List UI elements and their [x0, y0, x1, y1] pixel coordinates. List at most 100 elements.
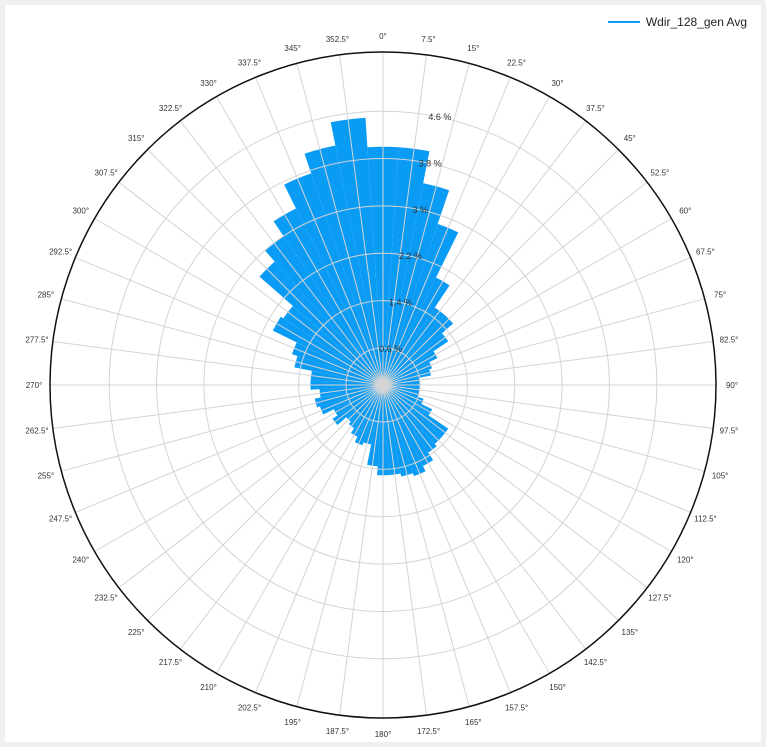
- angle-label: 165°: [465, 718, 482, 727]
- legend-label: Wdir_128_gen Avg: [645, 15, 747, 29]
- angle-label: 180°: [375, 730, 392, 739]
- angle-label: 112.5°: [694, 515, 717, 524]
- grid-spoke: [382, 298, 705, 386]
- angle-label: 255°: [38, 471, 55, 480]
- grid-spoke: [118, 181, 384, 386]
- outer-boundary: [49, 51, 717, 719]
- grid-spoke: [382, 149, 619, 386]
- angle-label: 210°: [200, 683, 217, 692]
- radial-tick-label: 3.8 %: [419, 159, 442, 169]
- sector-bar-352.5: [330, 117, 381, 349]
- angle-label: 45°: [624, 134, 636, 143]
- grid-spoke: [382, 384, 691, 513]
- angle-label: 240°: [72, 556, 89, 565]
- angle-label: 262.5°: [25, 427, 48, 436]
- angle-label: 247.5°: [49, 515, 72, 524]
- grid-spoke: [382, 96, 550, 386]
- angle-label: 300°: [72, 207, 89, 216]
- grid-spoke: [147, 384, 384, 621]
- grid-spoke: [296, 384, 384, 707]
- angle-label: 120°: [677, 556, 694, 565]
- grid-spoke: [382, 257, 691, 386]
- sector-bar-195: [363, 420, 376, 445]
- angle-label: 0°: [379, 32, 387, 41]
- angle-label: 157.5°: [505, 703, 528, 712]
- sector-bar-277.5: [310, 370, 347, 383]
- grid-spoke: [339, 384, 384, 716]
- grid-spoke: [339, 54, 384, 386]
- grid-spoke: [382, 384, 550, 674]
- legend: Wdir_128_gen Avg: [607, 15, 747, 29]
- radial-tick-label: 3 %: [412, 205, 428, 215]
- angle-label: 315°: [128, 134, 145, 143]
- angle-label: 30°: [551, 79, 563, 88]
- grid-spoke: [382, 218, 672, 386]
- grid-spoke: [179, 120, 384, 386]
- grid-spoke: [382, 181, 648, 386]
- grid-spoke: [255, 384, 384, 693]
- angle-label: 232.5°: [95, 593, 118, 602]
- sector-bar-22.5: [394, 223, 459, 352]
- legend-line-swatch: [607, 21, 640, 23]
- angle-label: 150°: [549, 683, 566, 692]
- angle-label: 352.5°: [326, 35, 349, 44]
- angle-label: 7.5°: [421, 35, 435, 44]
- grid-spoke: [382, 384, 470, 707]
- grid-spoke: [382, 384, 511, 693]
- angle-label: 270°: [26, 381, 43, 390]
- grid-spoke: [255, 77, 384, 386]
- grid-spoke: [382, 63, 470, 386]
- grid-spoke: [382, 384, 619, 621]
- angle-label: 60°: [679, 207, 691, 216]
- grid-spoke: [382, 384, 672, 552]
- angle-label: 90°: [726, 381, 738, 390]
- grid-spoke: [61, 384, 384, 472]
- grid-spoke: [94, 218, 384, 386]
- sector-bar-330: [273, 208, 367, 355]
- chart-frame: Wdir_128_gen Avg 0° 7.5° 15° 22.5° 30° 37.5° 4…: [5, 5, 761, 742]
- angle-label: 15°: [467, 44, 479, 53]
- grid-spoke: [75, 384, 384, 513]
- grid-spoke: [179, 384, 384, 650]
- sector-bar-255: [314, 392, 348, 408]
- grid-spoke: [382, 384, 427, 716]
- sector-bar-262.5: [319, 387, 347, 398]
- angle-label: 135°: [622, 628, 639, 637]
- grid-spoke: [147, 149, 384, 386]
- grid-spoke: [382, 77, 511, 386]
- angle-label: 187.5°: [326, 727, 349, 736]
- angle-label: 337.5°: [238, 59, 261, 68]
- angle-label: 105°: [712, 471, 729, 480]
- grid-spoke: [382, 120, 587, 386]
- angle-label: 52.5°: [650, 169, 669, 178]
- angle-label: 195°: [284, 718, 301, 727]
- sector-bar-345: [304, 145, 376, 350]
- grid-spoke: [296, 63, 384, 386]
- grid-spoke: [382, 341, 714, 386]
- angle-label: 225°: [128, 628, 145, 637]
- radial-tick-label: 1.4 %: [389, 297, 412, 307]
- sector-bar-7.5: [385, 147, 430, 349]
- angle-label: 217.5°: [159, 658, 182, 667]
- angle-label: 37.5°: [586, 104, 605, 113]
- grid-spoke: [382, 384, 587, 650]
- grid-spoke: [382, 54, 427, 386]
- grid-spoke: [118, 384, 384, 589]
- sector-bar-202.5: [354, 418, 372, 446]
- angle-label: 75°: [714, 291, 726, 300]
- radial-tick-label: 2.2 %: [399, 251, 422, 261]
- grid-spoke: [382, 384, 714, 429]
- angle-label: 285°: [38, 291, 55, 300]
- grid-spoke: [216, 384, 384, 674]
- sector-bar-15: [390, 183, 450, 350]
- angle-label: 142.5°: [584, 658, 607, 667]
- angle-label: 97.5°: [720, 427, 739, 436]
- angle-label: 345°: [284, 44, 301, 53]
- angle-label: 292.5°: [49, 247, 72, 256]
- grid-spoke: [52, 341, 384, 386]
- grid-spoke: [216, 96, 384, 386]
- grid-spoke: [94, 384, 384, 552]
- angle-label: 307.5°: [95, 169, 118, 178]
- sector-bar-247.5: [319, 396, 350, 415]
- angle-label: 127.5°: [648, 593, 671, 602]
